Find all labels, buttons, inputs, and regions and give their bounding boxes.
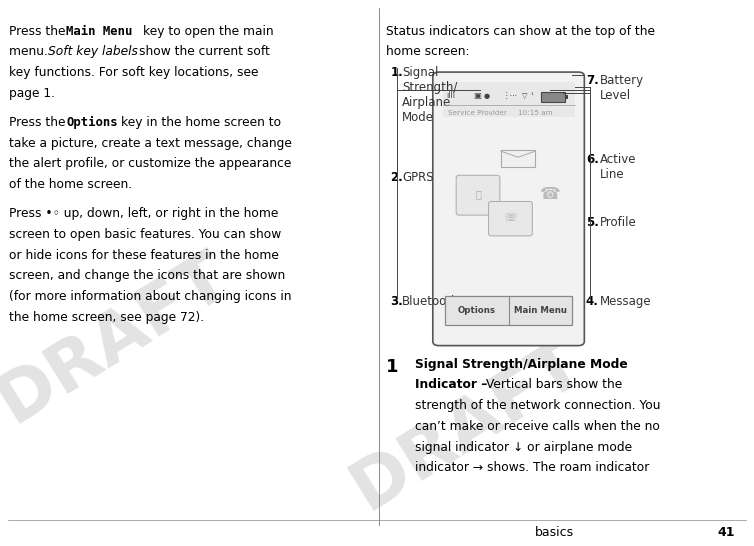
Bar: [501, 150, 535, 167]
Text: take a picture, create a text message, change: take a picture, create a text message, c…: [9, 136, 292, 150]
Text: Message: Message: [599, 295, 651, 308]
Text: 41: 41: [718, 526, 735, 539]
Text: 6.: 6.: [586, 153, 599, 166]
Text: ●: ●: [484, 93, 490, 98]
Text: of the home screen.: of the home screen.: [9, 178, 132, 191]
FancyBboxPatch shape: [489, 201, 532, 236]
Text: key to open the main: key to open the main: [143, 25, 274, 38]
Bar: [541, 92, 565, 102]
Text: indicator → shows. The roam indicator: indicator → shows. The roam indicator: [415, 461, 649, 474]
Text: 4.: 4.: [586, 295, 599, 308]
Text: screen to open basic features. You can show: screen to open basic features. You can s…: [9, 228, 281, 241]
Text: GPRS: GPRS: [402, 171, 434, 184]
Text: DRAFT: DRAFT: [339, 329, 596, 523]
FancyBboxPatch shape: [433, 72, 584, 346]
Text: ▣: ▣: [473, 91, 480, 100]
Text: ılll: ılll: [446, 91, 455, 100]
Text: page 1.: page 1.: [9, 87, 55, 100]
Text: DRAFT: DRAFT: [0, 241, 241, 436]
Text: Status indicators can show at the top of the: Status indicators can show at the top of…: [386, 25, 655, 38]
Text: 7.: 7.: [586, 74, 599, 87]
Text: Service Provider: Service Provider: [448, 110, 507, 116]
Text: Options: Options: [458, 306, 495, 315]
Text: Press the: Press the: [9, 116, 69, 129]
Text: or hide icons for these features in the home: or hide icons for these features in the …: [9, 248, 279, 262]
Text: key in the home screen to: key in the home screen to: [121, 116, 280, 129]
Bar: [565, 95, 568, 99]
Text: Soft key labels: Soft key labels: [48, 45, 137, 58]
Text: ☎: ☎: [540, 185, 561, 203]
Text: 5.: 5.: [586, 216, 599, 229]
Text: Battery
Level: Battery Level: [599, 74, 644, 102]
Bar: [443, 82, 575, 117]
Text: key functions. For soft key locations, see: key functions. For soft key locations, s…: [9, 66, 259, 79]
Text: home screen:: home screen:: [386, 45, 470, 58]
Text: Main Menu: Main Menu: [66, 25, 133, 38]
Text: basics: basics: [535, 526, 575, 539]
Text: 10:15 am: 10:15 am: [518, 110, 553, 116]
Text: signal indicator ↓ or airplane mode: signal indicator ↓ or airplane mode: [415, 441, 632, 454]
Text: the alert profile, or customize the appearance: the alert profile, or customize the appe…: [9, 157, 292, 170]
Text: 📋: 📋: [475, 189, 481, 199]
Text: the home screen, see page 72).: the home screen, see page 72).: [9, 311, 204, 324]
Text: can’t make or receive calls when the no: can’t make or receive calls when the no: [415, 420, 660, 433]
Text: 1: 1: [386, 358, 399, 376]
Text: 2.: 2.: [391, 171, 403, 184]
FancyBboxPatch shape: [456, 175, 500, 215]
Text: Options: Options: [66, 116, 118, 129]
Text: Profile: Profile: [599, 216, 636, 229]
Text: Vertical bars show the: Vertical bars show the: [486, 378, 622, 391]
Text: Press the: Press the: [9, 25, 69, 38]
Text: strength of the network connection. You: strength of the network connection. You: [415, 399, 661, 412]
Text: Active
Line: Active Line: [599, 153, 636, 181]
Text: Main Menu: Main Menu: [514, 306, 567, 315]
Text: Press •◦ up, down, left, or right in the home: Press •◦ up, down, left, or right in the…: [9, 207, 278, 220]
Text: Signal Strength/Airplane Mode: Signal Strength/Airplane Mode: [415, 358, 627, 371]
Text: ▽: ▽: [522, 93, 527, 98]
Text: show the current soft: show the current soft: [139, 45, 270, 58]
Text: ¹: ¹: [531, 93, 534, 98]
Text: 3.: 3.: [391, 295, 403, 308]
Text: Bluetooth: Bluetooth: [402, 295, 459, 308]
Text: ⋮⋯: ⋮⋯: [503, 91, 518, 100]
Text: menu.: menu.: [9, 45, 52, 58]
Text: (for more information about changing icons in: (for more information about changing ico…: [9, 290, 292, 303]
Text: ☏: ☏: [504, 213, 517, 223]
Text: screen, and change the icons that are shown: screen, and change the icons that are sh…: [9, 269, 285, 282]
Text: 1.: 1.: [391, 66, 403, 79]
Bar: [445, 296, 572, 325]
Text: Indicator –: Indicator –: [415, 378, 487, 391]
Text: Signal
Strength/
Airplane
Mode: Signal Strength/ Airplane Mode: [402, 66, 457, 123]
